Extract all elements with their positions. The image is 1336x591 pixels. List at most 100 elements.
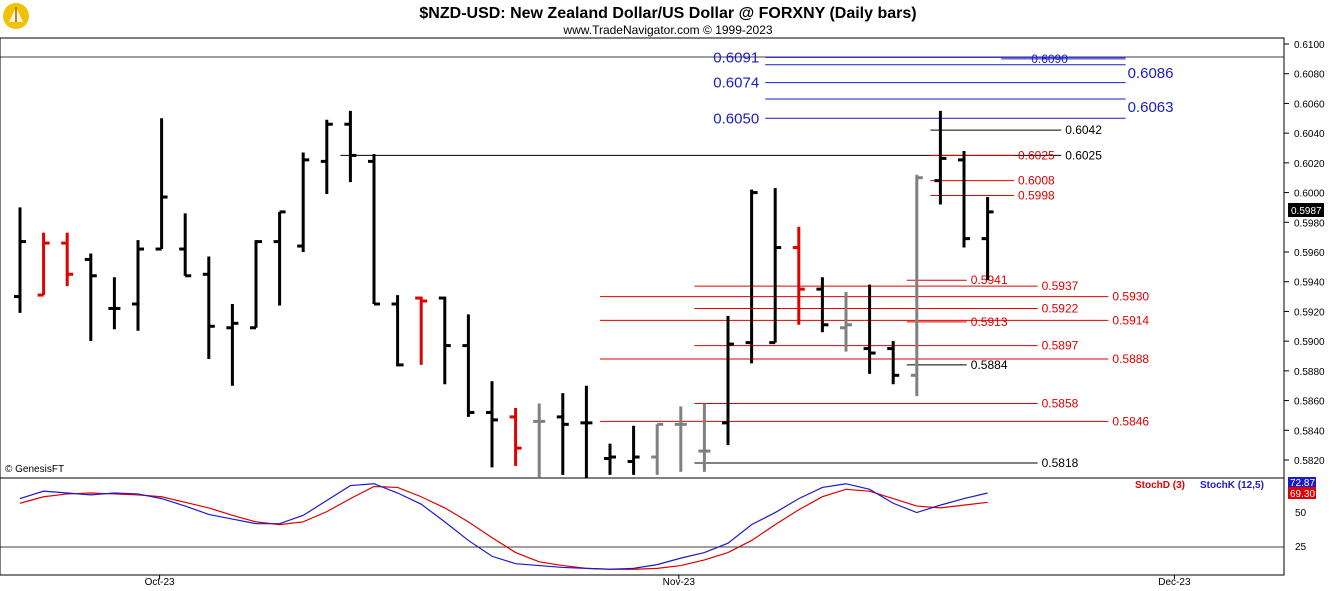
price-level-label: 0.6050 bbox=[713, 110, 759, 127]
ohlc-bar bbox=[415, 296, 428, 365]
stoch-k-current-label: 72.87 bbox=[1290, 478, 1315, 489]
stochastic-panel bbox=[0, 477, 1285, 576]
price-level-label: 0.5914 bbox=[1112, 313, 1149, 327]
stoch-series-line bbox=[19, 483, 988, 570]
ohlc-bar bbox=[179, 213, 192, 278]
price-level-label: 0.6090 bbox=[1031, 52, 1068, 66]
price-tick-label: 0.6100 bbox=[1294, 40, 1325, 51]
price-level-label: 0.5930 bbox=[1112, 290, 1149, 304]
ohlc-bar bbox=[651, 422, 664, 475]
ohlc-bar bbox=[132, 240, 144, 331]
price-tick-label: 0.5960 bbox=[1294, 248, 1325, 259]
ohlc-bar bbox=[604, 443, 616, 475]
ohlc-bar bbox=[533, 403, 546, 478]
ohlc-bar bbox=[250, 240, 262, 330]
price-level-label: 0.5858 bbox=[1042, 397, 1079, 411]
price-level-label: 0.6063 bbox=[1128, 99, 1174, 116]
stoch-tick-50: 50 bbox=[1295, 508, 1307, 519]
chart-title: $NZD-USD: New Zealand Dollar/US Dollar @… bbox=[419, 5, 916, 22]
date-tick-label: Dec-23 bbox=[1158, 577, 1191, 588]
ohlc-bar bbox=[14, 207, 26, 313]
price-level-label: 0.5937 bbox=[1042, 279, 1079, 293]
ohlc-bar bbox=[509, 408, 522, 466]
stoch-d-current-label: 69.30 bbox=[1290, 489, 1315, 500]
stoch-tick-25: 25 bbox=[1295, 542, 1307, 553]
ohlc-bar bbox=[840, 292, 852, 352]
price-level-label: 0.5897 bbox=[1042, 339, 1079, 353]
trade-navigator-logo-icon bbox=[3, 3, 29, 29]
ohlc-bar bbox=[226, 304, 239, 386]
ohlc-bar bbox=[486, 381, 498, 468]
price-axis: 0.6100 0.6080 0.6060 0.6040 0.6020 0.6000 0.59… bbox=[1284, 40, 1325, 467]
ohlc-bar bbox=[108, 277, 121, 330]
price-tick-label: 0.6060 bbox=[1294, 99, 1325, 110]
price-tick-label: 0.6020 bbox=[1294, 159, 1325, 170]
stoch-d-legend: StochD (3) bbox=[1135, 480, 1185, 491]
ohlc-bar bbox=[84, 253, 97, 342]
date-tick-label: Nov-23 bbox=[663, 577, 696, 588]
ohlc-bar bbox=[698, 403, 711, 472]
ohlc-bar bbox=[273, 210, 286, 306]
price-levels: 0.6091 0.6090 0.6086 0.6074 0.6063 0.6050 0.60… bbox=[340, 49, 1173, 470]
ohlc-bar bbox=[745, 189, 758, 364]
price-tick-label: 0.6040 bbox=[1294, 129, 1325, 140]
ohlc-bar bbox=[934, 110, 947, 205]
price-tick-label: 0.5860 bbox=[1294, 397, 1325, 408]
price-level-label: 0.6025 bbox=[1018, 148, 1055, 162]
price-tick-label: 0.5940 bbox=[1294, 278, 1325, 289]
price-level-label: 0.6025 bbox=[1065, 148, 1102, 162]
ohlc-bars bbox=[14, 110, 994, 478]
ohlc-bar bbox=[816, 277, 829, 333]
ohlc-bar bbox=[769, 188, 782, 345]
date-tick-label: Oct-23 bbox=[145, 577, 175, 588]
price-tick-label: 0.5880 bbox=[1294, 367, 1325, 378]
price-level-label: 0.5941 bbox=[971, 273, 1008, 287]
ohlc-bar bbox=[391, 295, 404, 367]
ohlc-bar bbox=[722, 315, 734, 446]
ohlc-bar bbox=[556, 393, 569, 475]
ohlc-bar bbox=[61, 232, 74, 287]
price-tick-label: 0.6080 bbox=[1294, 70, 1325, 81]
ohlc-bar bbox=[155, 118, 168, 251]
ohlc-bar bbox=[368, 153, 380, 306]
ohlc-bar bbox=[438, 296, 451, 385]
stochastic-lines bbox=[19, 483, 988, 570]
ohlc-bar bbox=[202, 256, 215, 359]
chart-subtitle: www.TradeNavigator.com © 1999-2023 bbox=[562, 23, 772, 37]
price-level-label: 0.6086 bbox=[1128, 65, 1174, 82]
last-price-marker: 0.5987 bbox=[1288, 203, 1324, 217]
price-tick-label: 0.6000 bbox=[1294, 189, 1325, 200]
price-level-label: 0.5922 bbox=[1042, 301, 1079, 315]
price-tick-label: 0.5820 bbox=[1294, 456, 1325, 467]
ohlc-bar bbox=[792, 226, 805, 325]
ohlc-bar bbox=[462, 314, 475, 417]
price-level-label: 0.5846 bbox=[1112, 414, 1149, 428]
price-level-label: 0.6042 bbox=[1065, 123, 1102, 137]
price-tick-label: 0.5920 bbox=[1294, 307, 1325, 318]
price-level-label: 0.6008 bbox=[1018, 174, 1055, 188]
price-level-label: 0.6091 bbox=[713, 49, 759, 66]
ohlc-bar bbox=[580, 385, 593, 478]
last-price-label: 0.5987 bbox=[1291, 206, 1322, 217]
ohlc-bar bbox=[981, 197, 994, 281]
ohlc-bar bbox=[627, 425, 640, 475]
ohlc-bar bbox=[958, 150, 970, 248]
date-axis: Oct-23 Nov-23 Dec-23 bbox=[145, 575, 1191, 588]
price-level-label: 0.5888 bbox=[1112, 352, 1149, 366]
ohlc-bar bbox=[674, 406, 687, 472]
ohlc-bar bbox=[320, 119, 333, 195]
price-level-label: 0.5818 bbox=[1042, 456, 1079, 470]
price-level-label: 0.5913 bbox=[971, 315, 1008, 329]
watermark: © GenesisFT bbox=[5, 464, 64, 475]
price-tick-label: 0.5840 bbox=[1294, 426, 1325, 437]
stoch-k-legend: StochK (12,5) bbox=[1200, 480, 1264, 491]
ohlc-bar bbox=[297, 152, 310, 252]
ohlc-bar bbox=[887, 341, 900, 385]
price-tick-label: 0.5900 bbox=[1294, 337, 1325, 348]
ohlc-bar bbox=[37, 232, 50, 297]
stoch-series-line bbox=[19, 485, 988, 570]
stoch-current-values: 72.87 69.30 bbox=[1288, 477, 1316, 500]
price-level-label: 0.5998 bbox=[1018, 189, 1055, 203]
ohlc-bar bbox=[344, 110, 357, 183]
